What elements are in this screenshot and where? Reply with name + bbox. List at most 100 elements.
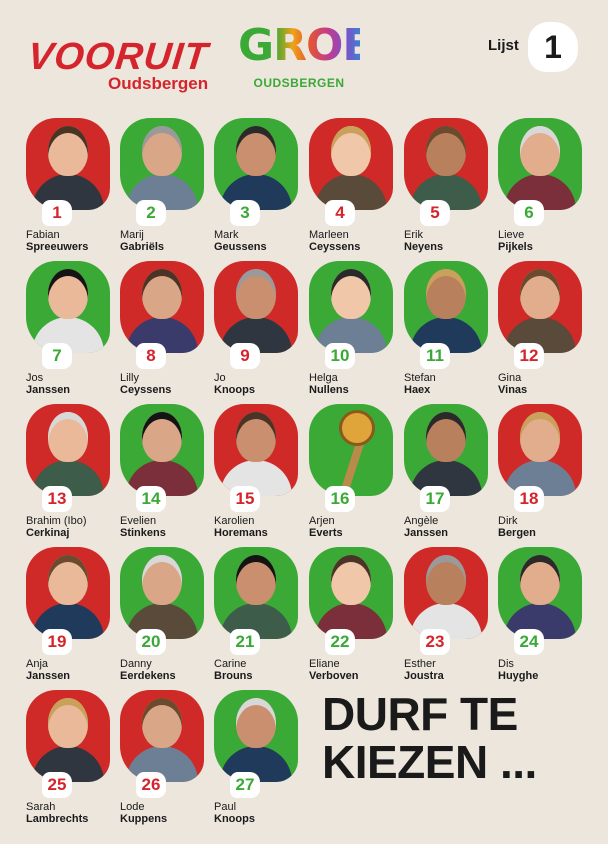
candidate-card: 3 Mark Geussens	[214, 118, 300, 253]
candidate-photo	[309, 404, 393, 496]
candidate-photo	[120, 404, 204, 496]
candidate-last-name: Everts	[309, 527, 343, 539]
person-head	[48, 412, 88, 462]
candidate-first-name: Paul	[214, 801, 237, 813]
list-indicator: Lijst 1	[488, 22, 580, 72]
candidate-card: 2 Marij Gabriëls	[120, 118, 206, 253]
candidate-last-name: Huyghe	[498, 670, 539, 682]
person-head	[48, 698, 88, 748]
candidate-number: 21	[230, 629, 260, 655]
candidate-photo	[309, 547, 393, 639]
candidate-first-name: Lieve	[498, 229, 525, 241]
candidate-first-name: Jo	[214, 372, 226, 384]
candidate-card: 20 Danny Eerdekens	[120, 547, 206, 682]
candidate-card: 22 Eliane Verboven	[309, 547, 395, 682]
candidate-first-name: Evelien	[120, 515, 157, 527]
candidate-photo	[214, 690, 298, 782]
list-number-badge: 1	[528, 22, 578, 72]
vooruit-wordmark: VOORUIT	[25, 36, 211, 78]
candidate-number: 12	[514, 343, 544, 369]
candidate-photo	[498, 261, 582, 353]
person-head	[520, 555, 560, 605]
person-head	[331, 555, 371, 605]
candidate-last-name: Cerkinaj	[26, 527, 70, 539]
candidate-card: 11 Stefan Haex	[404, 261, 490, 396]
candidate-number: 14	[136, 486, 166, 512]
candidate-card: 1 Fabian Spreeuwers	[26, 118, 112, 253]
candidate-last-name: Kuppens	[120, 813, 168, 825]
person-head	[48, 555, 88, 605]
candidate-last-name: Lambrechts	[26, 813, 89, 825]
candidate-first-name: Danny	[120, 658, 152, 670]
person-head	[236, 698, 276, 748]
person-head	[520, 412, 560, 462]
person-head	[142, 412, 182, 462]
person-head	[331, 269, 371, 319]
instrument-neck	[341, 439, 365, 491]
candidate-first-name: Marleen	[309, 229, 349, 241]
candidate-photo	[120, 118, 204, 210]
candidate-last-name: Spreeuwers	[26, 241, 89, 253]
candidate-last-name: Joustra	[404, 670, 444, 682]
candidate-first-name: Erik	[404, 229, 423, 241]
candidate-first-name: Marij	[120, 229, 144, 241]
list-label: Lijst	[488, 37, 519, 54]
candidate-last-name: Janssen	[26, 670, 71, 682]
person-head	[426, 269, 466, 319]
candidate-last-name: Bergen	[498, 527, 536, 539]
candidate-number: 6	[514, 200, 544, 226]
candidate-photo	[404, 118, 488, 210]
candidate-photo	[214, 404, 298, 496]
candidate-first-name: Lilly	[120, 372, 139, 384]
candidate-card: 26 Lode Kuppens	[120, 690, 206, 825]
candidate-card: 27 Paul Knoops	[214, 690, 300, 825]
candidate-photo	[120, 547, 204, 639]
candidate-number: 11	[420, 343, 450, 369]
candidate-number: 1	[42, 200, 72, 226]
candidate-photo	[120, 690, 204, 782]
candidate-last-name: Pijkels	[498, 241, 533, 253]
candidate-first-name: Mark	[214, 229, 239, 241]
person-head	[426, 126, 466, 176]
candidate-photo	[214, 547, 298, 639]
candidate-card: 9 Jo Knoops	[214, 261, 300, 396]
candidate-number: 25	[42, 772, 72, 798]
candidate-first-name: Helga	[309, 372, 338, 384]
candidate-first-name: Esther	[404, 658, 436, 670]
candidate-photo	[26, 547, 110, 639]
candidate-card: 16 Arjen Everts	[309, 404, 395, 539]
person-head	[520, 126, 560, 176]
candidate-number: 2	[136, 200, 166, 226]
candidate-photo	[309, 261, 393, 353]
candidate-last-name: Gabriëls	[120, 241, 165, 253]
candidate-number: 5	[420, 200, 450, 226]
candidate-photo	[404, 547, 488, 639]
candidate-card: 24 Dis Huyghe	[498, 547, 584, 682]
candidate-first-name: Dis	[498, 658, 514, 670]
person-head	[48, 269, 88, 319]
person-head	[142, 126, 182, 176]
candidate-first-name: Arjen	[309, 515, 335, 527]
candidate-photo	[26, 118, 110, 210]
candidate-first-name: Anja	[26, 658, 49, 670]
candidate-photo	[26, 261, 110, 353]
candidate-last-name: Ceyssens	[120, 384, 172, 396]
groen-logo: GROEN OUDSBERGEN	[238, 22, 408, 91]
candidate-card: 4 Marleen Ceyssens	[309, 118, 395, 253]
candidate-last-name: Knoops	[214, 813, 255, 825]
person-head	[331, 126, 371, 176]
candidate-first-name: Stefan	[404, 372, 436, 384]
candidate-last-name: Janssen	[404, 527, 449, 539]
candidate-card: 21 Carine Brouns	[214, 547, 300, 682]
candidate-photo	[214, 118, 298, 210]
candidate-last-name: Janssen	[26, 384, 71, 396]
candidate-last-name: Haex	[404, 384, 431, 396]
candidate-photo	[26, 690, 110, 782]
candidate-number: 23	[420, 629, 450, 655]
candidate-last-name: Geussens	[214, 241, 267, 253]
candidate-photo	[498, 547, 582, 639]
person-head	[426, 555, 466, 605]
candidate-last-name: Vinas	[498, 384, 528, 396]
candidate-card: 19 Anja Janssen	[26, 547, 112, 682]
candidate-number: 4	[325, 200, 355, 226]
